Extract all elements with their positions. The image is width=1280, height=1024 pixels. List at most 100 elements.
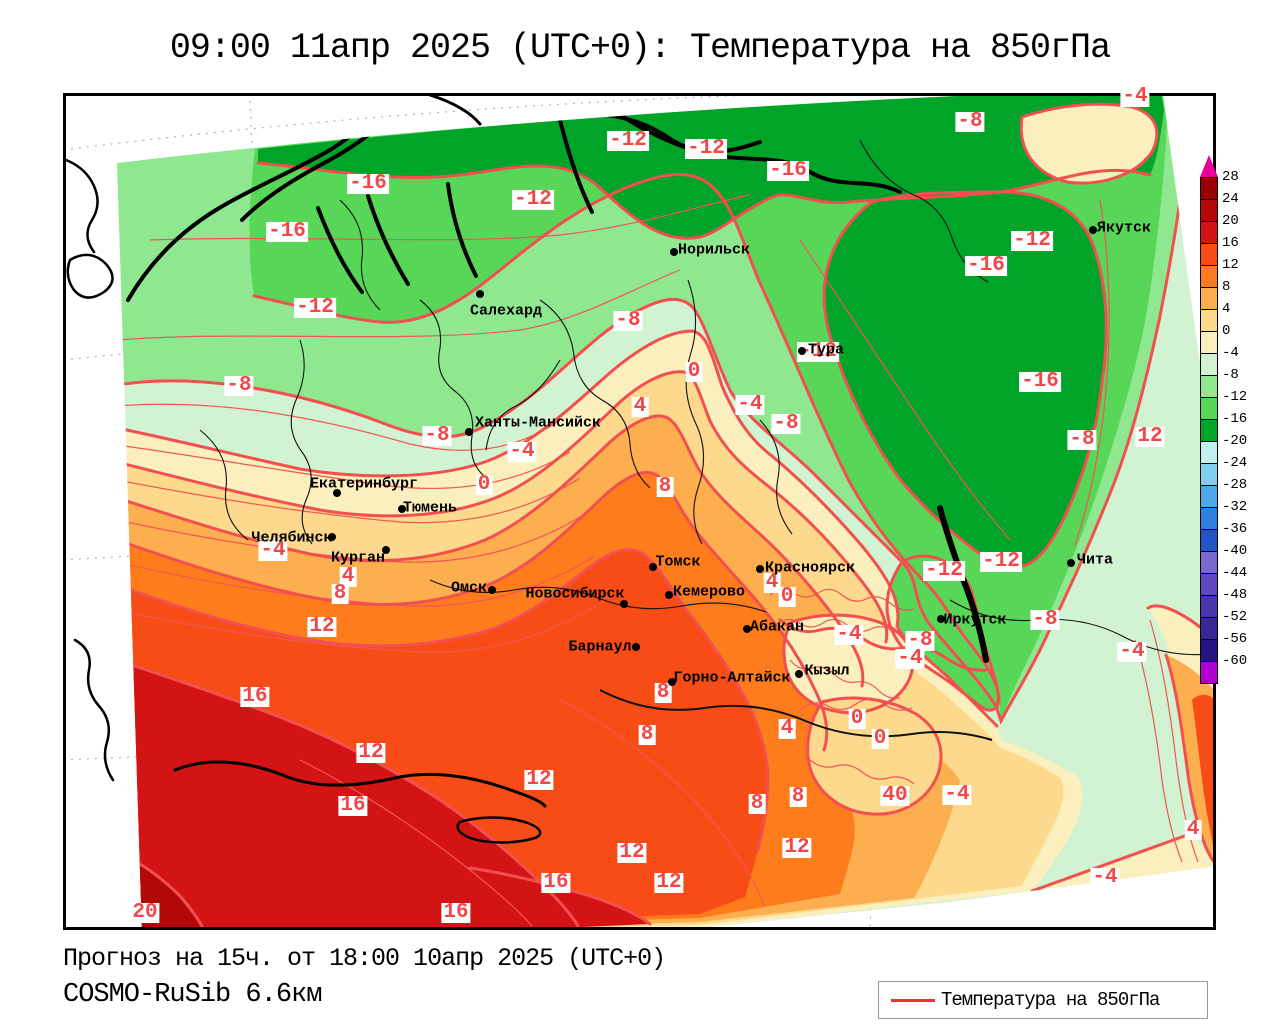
colorbar-tick-label: 0 bbox=[1222, 323, 1231, 339]
contour-value-label: -4 bbox=[834, 623, 864, 646]
city-dot bbox=[465, 428, 473, 436]
city-dot bbox=[488, 586, 496, 594]
margin-coastlines bbox=[64, 93, 482, 782]
city-dot bbox=[1089, 226, 1097, 234]
contour-value-label: -4 bbox=[895, 647, 925, 670]
contour-value-label: -12 bbox=[980, 550, 1022, 573]
contour-value-label: 8 bbox=[656, 475, 674, 498]
colorbar-tick-label: -32 bbox=[1222, 499, 1248, 515]
contour-value-label: -8 bbox=[224, 374, 254, 397]
legend-line-sample bbox=[891, 998, 935, 1002]
city-dot bbox=[795, 670, 803, 678]
colorbar-box bbox=[1200, 243, 1218, 266]
colorbar-tick-label: 28 bbox=[1222, 169, 1239, 185]
city-dot bbox=[1067, 559, 1075, 567]
contour-value-label: -12 bbox=[512, 188, 554, 211]
city-label: Норильск bbox=[677, 241, 751, 259]
city-dot bbox=[665, 591, 673, 599]
contour-value-label: 12 bbox=[654, 871, 684, 894]
city-label: Абакан bbox=[749, 618, 805, 636]
contour-value-label: -12 bbox=[607, 129, 649, 152]
colorbar-tick-label: 8 bbox=[1222, 279, 1231, 295]
contour-value-label: -16 bbox=[266, 220, 308, 243]
contour-value-label: -12 bbox=[923, 559, 965, 582]
city-dot bbox=[620, 600, 628, 608]
colorbar-tick-label: 20 bbox=[1222, 213, 1239, 229]
city-label: Ханты-Мансийск bbox=[474, 414, 602, 432]
colorbar-box bbox=[1200, 375, 1218, 398]
contour-value-label: -8 bbox=[422, 424, 452, 447]
colorbar-box bbox=[1200, 177, 1218, 200]
contour-value-label: 4 bbox=[778, 717, 796, 740]
contour-value-label: -4 bbox=[735, 393, 765, 416]
city-dot bbox=[328, 533, 336, 541]
contour-value-label: 0 bbox=[475, 473, 493, 496]
contour-value-label: 12 bbox=[307, 615, 337, 638]
contour-value-label: 4 bbox=[631, 395, 649, 418]
city-dot bbox=[476, 290, 484, 298]
city-dot bbox=[632, 643, 640, 651]
city-label: Новосибирск bbox=[525, 585, 625, 603]
colorbar-box bbox=[1200, 419, 1218, 442]
city-dot bbox=[649, 563, 657, 571]
city-label: Чита bbox=[1076, 551, 1114, 569]
contour-value-label: 8 bbox=[748, 792, 766, 815]
contour-value-label: -4 bbox=[942, 783, 972, 806]
contour-value-label: -12 bbox=[685, 137, 727, 160]
colorbar-tick-label: -16 bbox=[1222, 411, 1248, 427]
contour-value-label: -8 bbox=[955, 110, 985, 133]
contour-value-label: -8 bbox=[1030, 608, 1060, 631]
city-label: Тура bbox=[807, 341, 845, 359]
colorbar-tick-label: -20 bbox=[1222, 433, 1248, 449]
city-label: Курган bbox=[330, 549, 386, 567]
colorbar-box bbox=[1200, 507, 1218, 530]
colorbar-box bbox=[1200, 573, 1218, 596]
contour-value-label: -12 bbox=[797, 340, 839, 363]
contour-value-label: -4 bbox=[258, 539, 288, 562]
contour-value-label: 16 bbox=[338, 794, 368, 817]
colorbar-tick-label: 24 bbox=[1222, 191, 1239, 207]
contour-value-label: -16 bbox=[767, 159, 809, 182]
forecast-info-line: Прогноз на 15ч. от 18:00 10апр 2025 (UTC… bbox=[63, 944, 666, 973]
city-dot bbox=[937, 615, 945, 623]
contour-value-label: -16 bbox=[965, 254, 1007, 277]
contour-value-label: 4 bbox=[763, 571, 781, 594]
contour-value-label: 12 bbox=[617, 841, 647, 864]
colorbar-tick-label: -48 bbox=[1222, 587, 1248, 603]
contour-value-label: -12 bbox=[294, 296, 336, 319]
city-label: Тюмень bbox=[402, 499, 458, 517]
contour-value-label: -4 bbox=[1090, 866, 1120, 889]
city-label: Салехард bbox=[469, 302, 543, 320]
colorbar-box bbox=[1200, 661, 1218, 684]
colorbar-box bbox=[1200, 463, 1218, 486]
colorbar-box bbox=[1200, 595, 1218, 618]
contour-value-label: -4 bbox=[1117, 640, 1147, 663]
colorbar-tick-label: -28 bbox=[1222, 477, 1248, 493]
colorbar-box bbox=[1200, 287, 1218, 310]
city-dot bbox=[382, 546, 390, 554]
colorbar-box bbox=[1200, 441, 1218, 464]
colorbar-tick-label: -4 bbox=[1222, 345, 1239, 361]
colorbar-box bbox=[1200, 485, 1218, 508]
contour-value-label: -8 bbox=[771, 412, 801, 435]
colorbar-box bbox=[1200, 529, 1218, 552]
colorbar-tick-label: -8 bbox=[1222, 367, 1239, 383]
colorbar-tick-label: 4 bbox=[1222, 301, 1231, 317]
contour-value-label: -4 bbox=[507, 440, 537, 463]
colorbar-box bbox=[1200, 639, 1218, 662]
city-dot bbox=[798, 347, 806, 355]
contour-value-label: -8 bbox=[905, 629, 935, 652]
contour-value-label: 4 bbox=[1184, 818, 1202, 841]
city-label: Кызыл bbox=[804, 662, 850, 680]
colorbar-overflow-arrow bbox=[1200, 155, 1218, 177]
page-title: 09:00 11апр 2025 (UTC+0): Температура на… bbox=[169, 28, 1111, 68]
legend-box: Температура на 850гПа bbox=[878, 981, 1208, 1019]
colorbar-box bbox=[1200, 551, 1218, 574]
colorbar-tick-label: -44 bbox=[1222, 565, 1248, 581]
city-label: Омск bbox=[450, 579, 488, 597]
contour-value-label: 16 bbox=[240, 685, 270, 708]
city-dot bbox=[668, 678, 676, 686]
colorbar-tick-label: -24 bbox=[1222, 455, 1248, 471]
